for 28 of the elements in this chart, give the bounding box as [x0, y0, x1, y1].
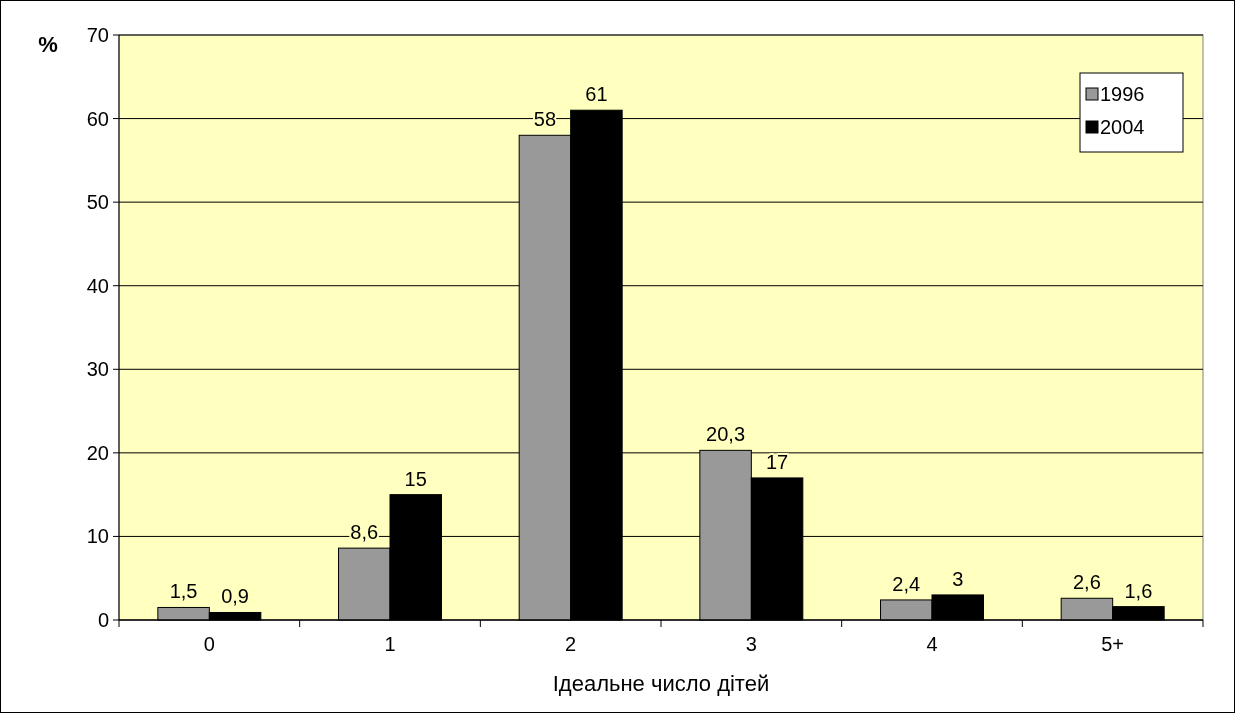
- y-tick-label: 0: [97, 609, 109, 631]
- y-tick-label: 60: [86, 107, 109, 130]
- data-label: 1,6: [1124, 579, 1153, 602]
- data-label: 15: [404, 467, 427, 490]
- x-tick-label: 2: [565, 633, 577, 655]
- data-label: 61: [585, 83, 608, 106]
- x-axis-title: Ідеальне число дітей: [552, 671, 770, 696]
- data-label: 2,4: [892, 572, 921, 595]
- data-label: 1,5: [169, 580, 198, 603]
- data-label: 20,3: [706, 423, 746, 446]
- y-tick-label: 10: [86, 525, 109, 548]
- data-label: 3: [952, 567, 964, 590]
- legend-label: 2004: [1100, 116, 1145, 138]
- x-tick-label: 3: [745, 633, 757, 655]
- y-axis-title: %: [38, 32, 58, 57]
- x-tick-label: 5+: [1101, 633, 1125, 655]
- y-tick-label: 30: [86, 358, 109, 381]
- data-label: 17: [765, 450, 789, 473]
- x-tick-label: 4: [926, 633, 938, 655]
- y-tick-label: 70: [86, 24, 109, 46]
- data-label: 0,9: [221, 585, 249, 608]
- legend-label: 1996: [1100, 83, 1145, 105]
- y-tick-label: 40: [86, 274, 109, 297]
- x-tick-label: 1: [384, 633, 396, 655]
- y-tick-label: 50: [86, 191, 109, 214]
- data-label: 2,6: [1073, 571, 1101, 594]
- x-tick-label: 0: [203, 633, 215, 655]
- y-tick-label: 20: [86, 441, 109, 464]
